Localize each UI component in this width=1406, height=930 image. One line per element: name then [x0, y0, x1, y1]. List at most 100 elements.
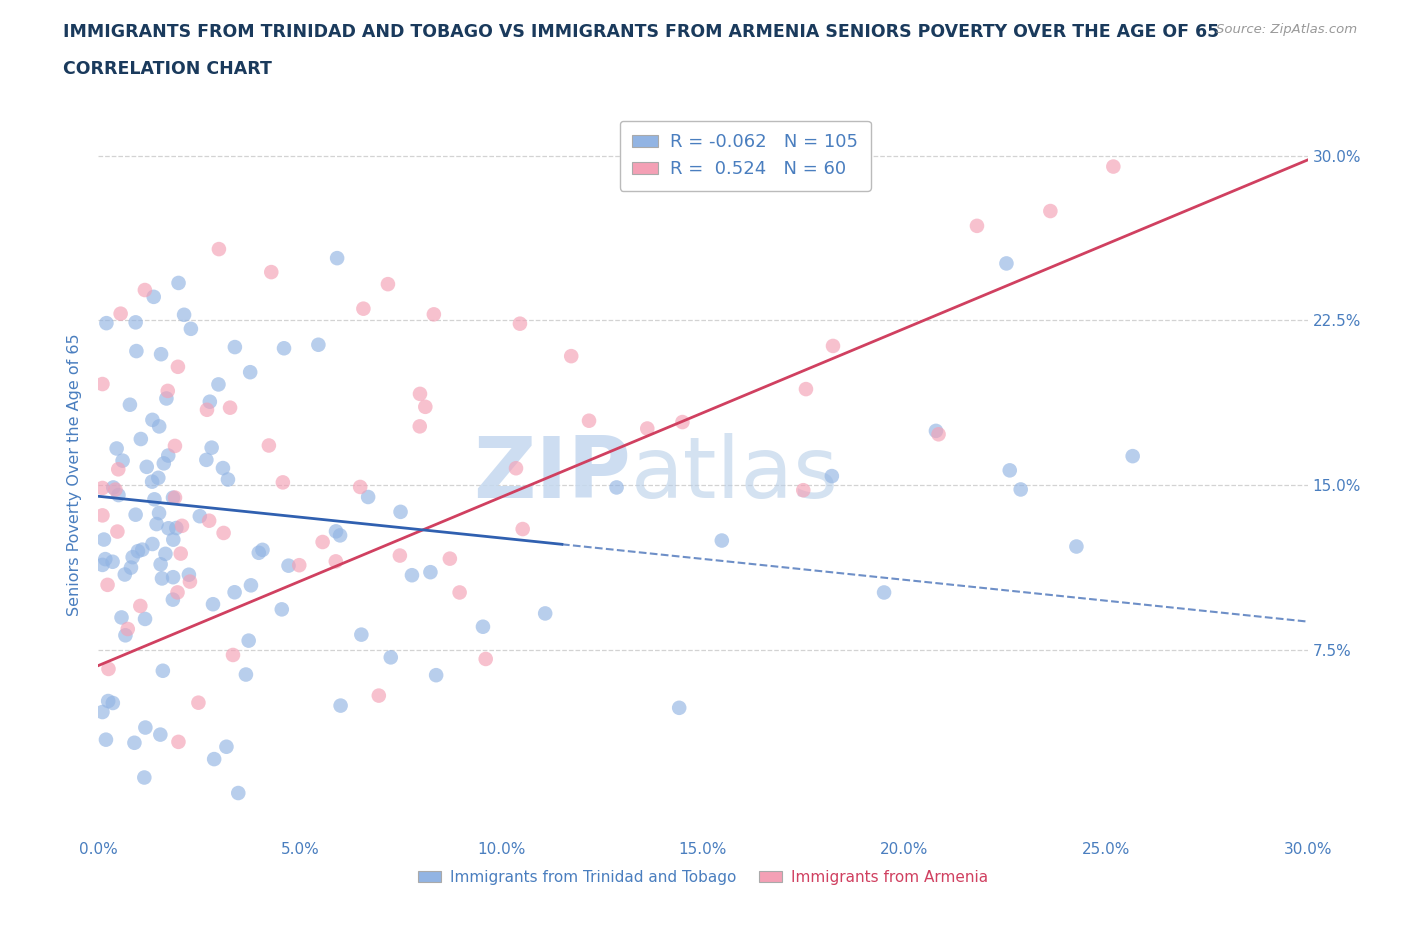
Point	[97, 661, 120, 676]
Point	[124, 507, 146, 522]
Point	[162, 570, 184, 585]
Point	[235, 667, 257, 682]
Point	[1122, 448, 1144, 463]
Point	[149, 557, 172, 572]
Point	[101, 696, 124, 711]
Y-axis label: Seniors Poverty Over the Age of 65: Seniors Poverty Over the Age of 65	[67, 333, 83, 616]
Point	[142, 289, 165, 304]
Point	[149, 727, 172, 742]
Point	[326, 251, 349, 266]
Point	[105, 441, 128, 456]
Point	[1039, 204, 1062, 219]
Point	[636, 421, 658, 436]
Point	[277, 558, 299, 573]
Point	[401, 568, 423, 583]
Point	[1102, 159, 1125, 174]
Point	[219, 400, 242, 415]
Point	[215, 739, 238, 754]
Point	[873, 585, 896, 600]
Point	[509, 316, 531, 331]
Point	[388, 548, 411, 563]
Point	[560, 349, 582, 364]
Point	[157, 521, 180, 536]
Point	[578, 413, 600, 428]
Point	[107, 487, 129, 502]
Point	[239, 365, 262, 379]
Point	[91, 508, 114, 523]
Point	[107, 462, 129, 477]
Point	[162, 490, 184, 505]
Point	[188, 509, 211, 524]
Point	[150, 571, 173, 586]
Point	[170, 518, 193, 533]
Point	[425, 668, 447, 683]
Point	[201, 440, 224, 455]
Point	[117, 621, 139, 636]
Point	[134, 283, 156, 298]
Point	[367, 688, 389, 703]
Point	[155, 391, 177, 405]
Point	[153, 456, 176, 471]
Point	[143, 492, 166, 507]
Point	[423, 307, 446, 322]
Point	[124, 315, 146, 330]
Point	[512, 522, 534, 537]
Point	[127, 544, 149, 559]
Point	[202, 751, 225, 766]
Point	[270, 602, 292, 617]
Point	[606, 480, 628, 495]
Point	[165, 521, 187, 536]
Point	[239, 578, 262, 592]
Point	[307, 338, 329, 352]
Legend: Immigrants from Trinidad and Tobago, Immigrants from Armenia: Immigrants from Trinidad and Tobago, Imm…	[412, 864, 994, 891]
Point	[925, 423, 948, 438]
Point	[97, 694, 120, 709]
Point	[134, 770, 156, 785]
Point	[170, 546, 193, 561]
Point	[167, 735, 190, 750]
Point	[212, 460, 235, 475]
Point	[217, 472, 239, 487]
Point	[129, 432, 152, 446]
Point	[93, 532, 115, 547]
Point	[710, 533, 733, 548]
Point	[409, 418, 432, 433]
Point	[350, 627, 373, 642]
Point	[207, 377, 229, 392]
Point	[201, 597, 224, 612]
Point	[94, 732, 117, 747]
Point	[329, 528, 352, 543]
Point	[162, 592, 184, 607]
Point	[162, 532, 184, 547]
Point	[325, 524, 347, 538]
Point	[226, 786, 249, 801]
Point	[91, 481, 114, 496]
Point	[156, 383, 179, 398]
Point	[118, 397, 141, 412]
Point	[409, 387, 432, 402]
Point	[671, 415, 693, 430]
Point	[252, 542, 274, 557]
Point	[198, 513, 221, 528]
Point	[998, 463, 1021, 478]
Point	[212, 525, 235, 540]
Point	[357, 489, 380, 504]
Point	[91, 705, 114, 720]
Point	[966, 219, 988, 233]
Point	[224, 585, 246, 600]
Point	[257, 438, 280, 453]
Point	[471, 619, 494, 634]
Point	[419, 565, 441, 579]
Point	[668, 700, 690, 715]
Point	[166, 585, 188, 600]
Text: IMMIGRANTS FROM TRINIDAD AND TOBAGO VS IMMIGRANTS FROM ARMENIA SENIORS POVERTY O: IMMIGRANTS FROM TRINIDAD AND TOBAGO VS I…	[63, 23, 1219, 41]
Point	[505, 460, 527, 475]
Point	[124, 736, 146, 751]
Point	[148, 506, 170, 521]
Point	[180, 322, 202, 337]
Point	[125, 344, 148, 359]
Point	[101, 554, 124, 569]
Point	[177, 567, 200, 582]
Point	[135, 459, 157, 474]
Point	[247, 545, 270, 560]
